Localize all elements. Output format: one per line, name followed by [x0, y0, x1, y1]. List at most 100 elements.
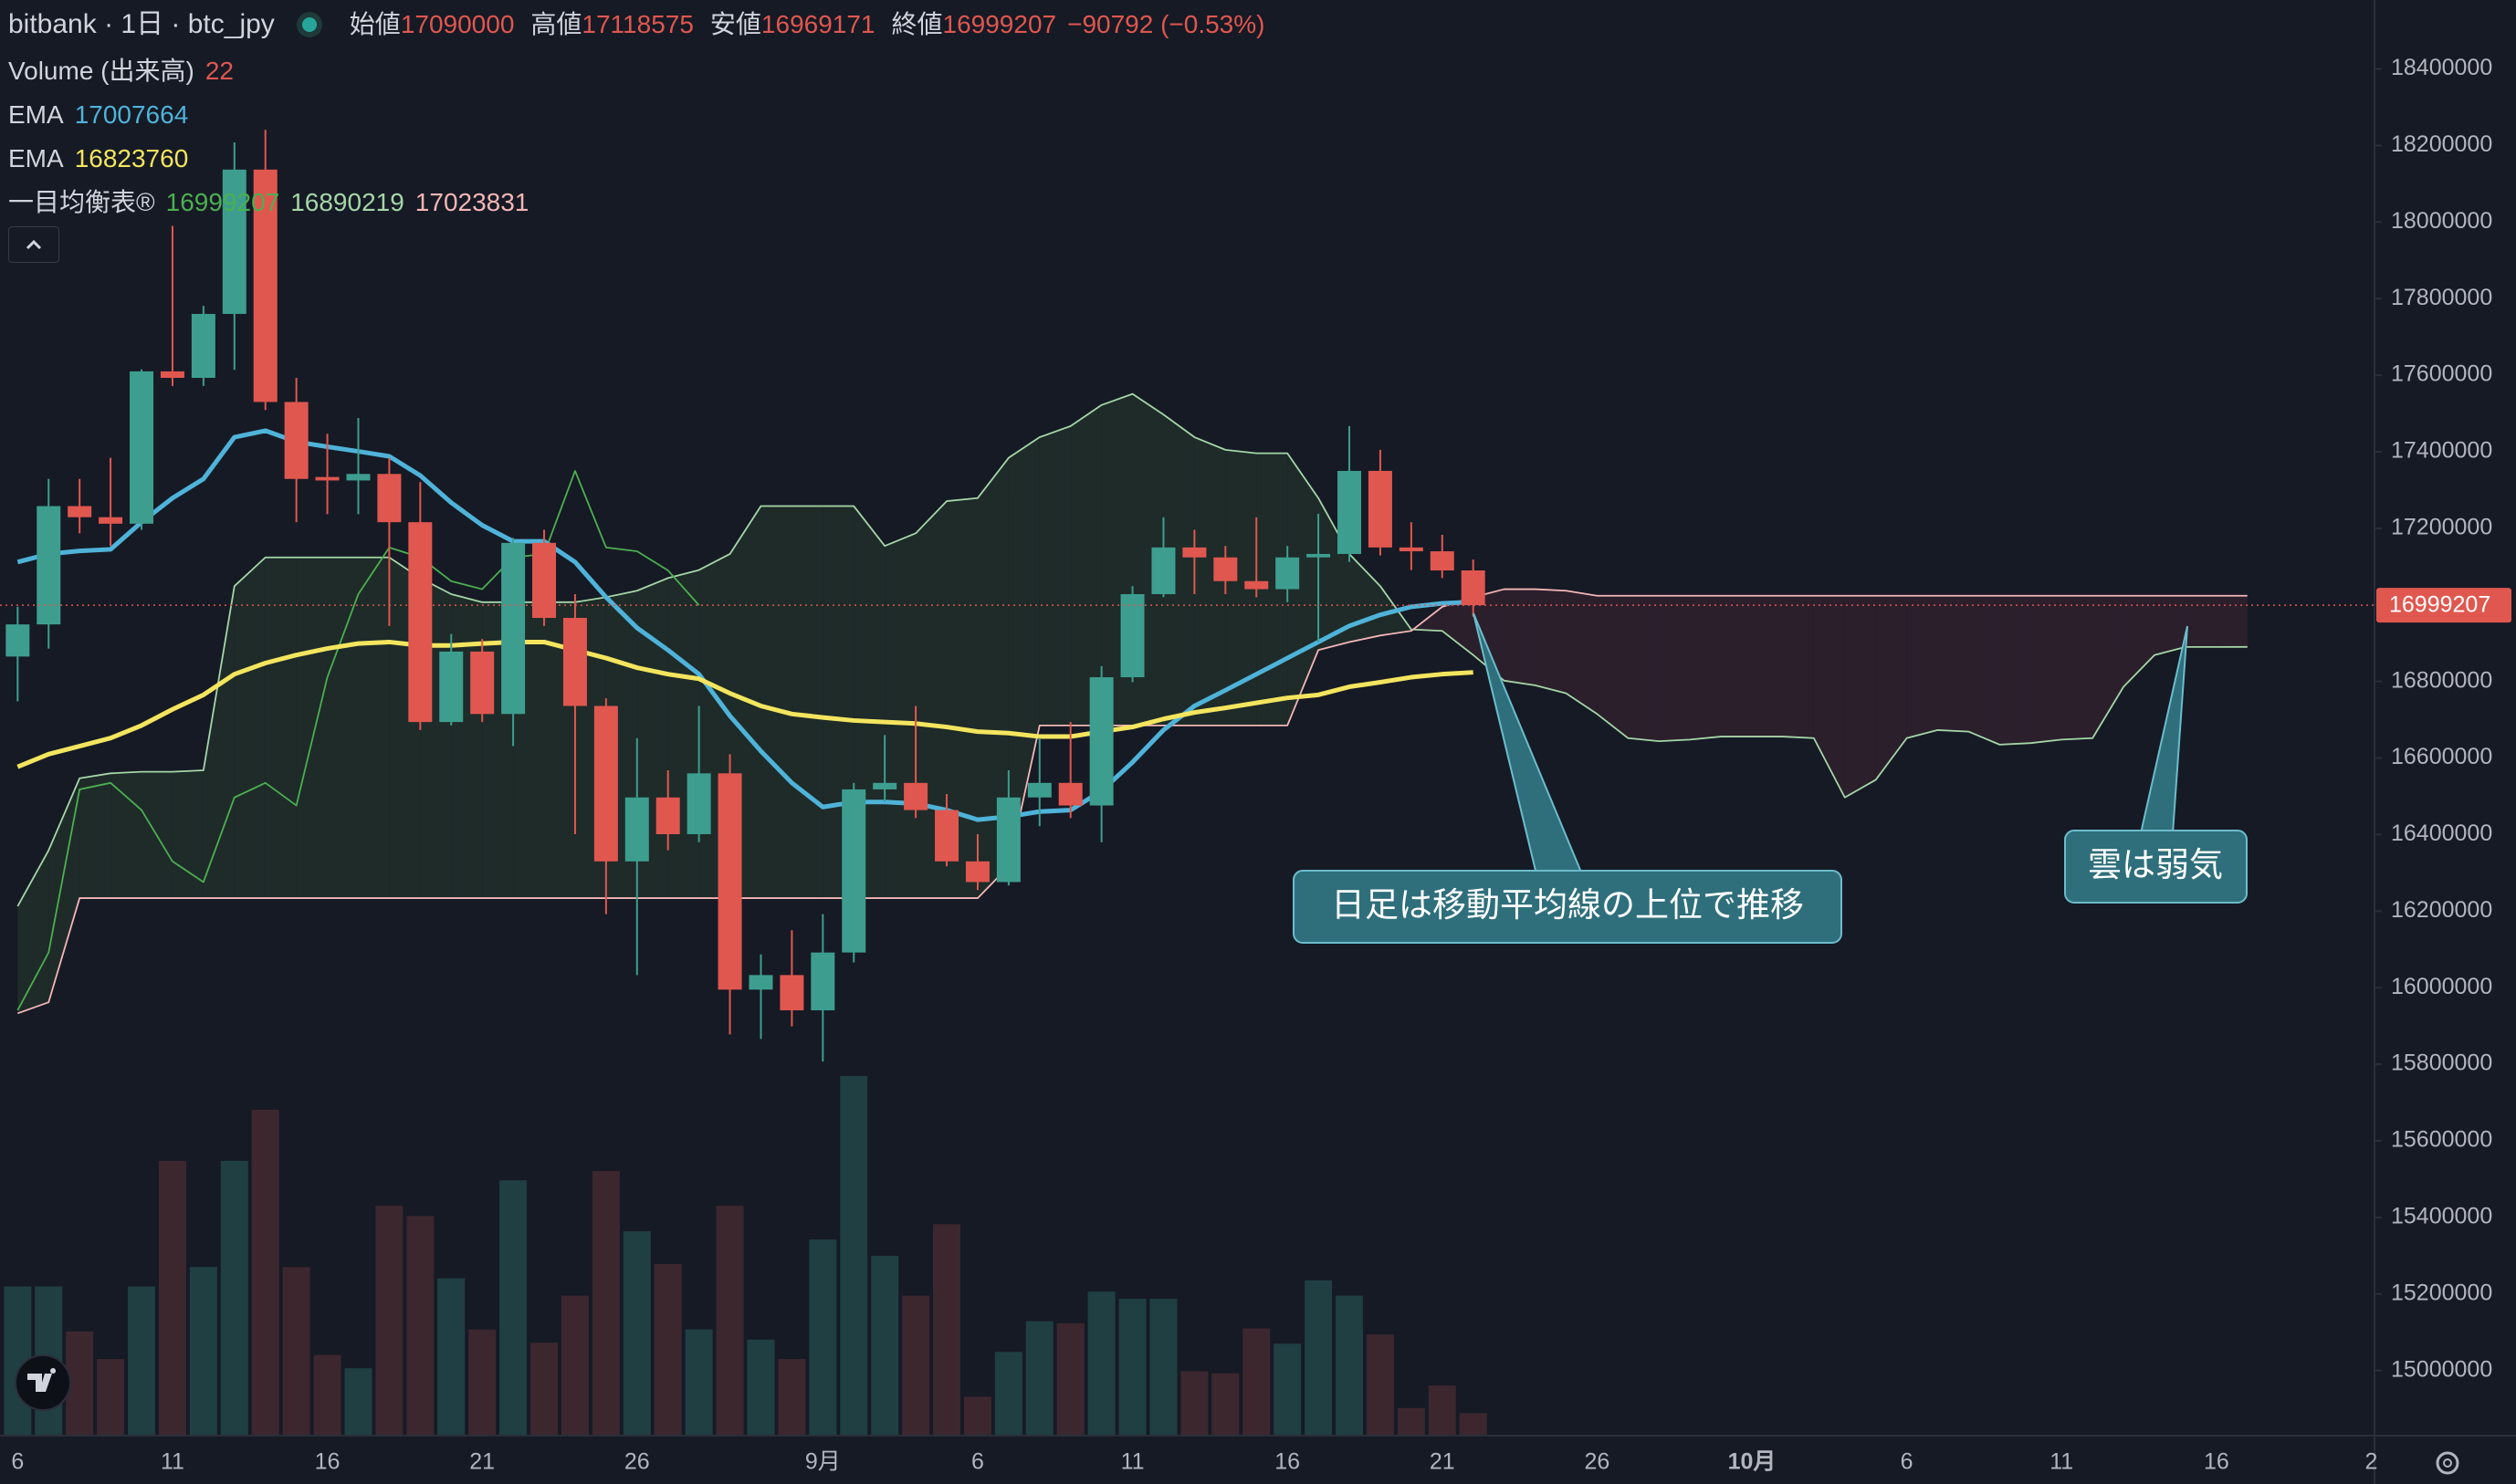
cloud — [1566, 590, 1598, 715]
candle-body — [130, 371, 154, 524]
candle-body — [749, 975, 773, 990]
candle-body — [1213, 557, 1238, 581]
cloud — [1163, 414, 1195, 726]
cloud — [1194, 437, 1226, 726]
y-tick-label: 15200000 — [2391, 1280, 2492, 1305]
settings-icon[interactable] — [2436, 1451, 2459, 1475]
y-tick-label: 17600000 — [2391, 361, 2492, 387]
ohlc-label: 安値 — [709, 10, 761, 38]
legend-row[interactable]: EMA 16823760 — [8, 137, 1264, 181]
cloud — [1690, 595, 1722, 740]
x-tick-label: 6 — [971, 1449, 984, 1475]
x-tick-label: 21 — [1430, 1449, 1455, 1475]
volume-bar — [468, 1329, 497, 1436]
indicator-name: EMA — [8, 144, 64, 172]
volume-bar — [406, 1216, 435, 1436]
y-tick-label: 16000000 — [2391, 974, 2492, 999]
cloud — [1999, 595, 2031, 745]
cloud — [17, 850, 49, 1014]
cloud — [2061, 595, 2093, 740]
volume-bar — [747, 1339, 775, 1436]
volume-bar — [778, 1359, 806, 1436]
ema-line — [16, 428, 1473, 822]
y-tick-label: 15800000 — [2391, 1050, 2492, 1076]
volume-bar — [623, 1231, 651, 1436]
x-tick-label: 21 — [469, 1449, 495, 1475]
cloud — [1256, 453, 1288, 726]
collapse-button[interactable] — [8, 226, 59, 263]
cloud — [1721, 595, 1753, 737]
cloud — [1597, 595, 1629, 738]
collapse-icon[interactable] — [9, 227, 58, 262]
volume-bar — [902, 1295, 930, 1436]
volume-bar — [1118, 1299, 1147, 1436]
indicator-name: EMA — [8, 100, 64, 129]
y-tick-label: 16600000 — [2391, 744, 2492, 769]
cloud — [1441, 597, 1473, 655]
annotations: 日足は移動平均線の上位で推移 雲は弱気 — [1293, 612, 2248, 944]
lagging-span-line — [16, 470, 700, 1011]
cloud — [265, 557, 297, 899]
volume-bar — [128, 1286, 156, 1436]
candle-body — [1244, 580, 1269, 590]
y-tick-label: 16200000 — [2391, 897, 2492, 923]
y-tick-label: 15000000 — [2391, 1356, 2492, 1382]
candle-body — [315, 476, 340, 481]
volume-bar — [1274, 1343, 1302, 1436]
cloud — [1937, 595, 1969, 732]
volume-bar — [1149, 1299, 1178, 1436]
volume-bar — [1366, 1334, 1394, 1436]
x-tick-label: 6 — [1901, 1449, 1913, 1475]
cloud — [2030, 595, 2062, 744]
candle-body — [439, 651, 464, 723]
volume-bar — [344, 1368, 372, 1436]
cloud — [1318, 497, 1350, 651]
cloud — [1287, 453, 1319, 726]
legend-row[interactable]: EMA 17007664 — [8, 93, 1264, 137]
volume-bar — [1056, 1322, 1085, 1436]
last-price-label: 16999207 — [2389, 592, 2490, 618]
ohlc-value: 16999207 — [942, 10, 1057, 38]
cloud — [1782, 595, 1814, 738]
candle-body — [284, 402, 309, 479]
volume-bar — [1242, 1328, 1271, 1436]
y-tick-label: 15400000 — [2391, 1204, 2492, 1229]
volume-bar — [282, 1267, 310, 1436]
volume-bar — [97, 1359, 125, 1436]
x-tick-label: 26 — [1584, 1449, 1609, 1475]
ohlc-item: 始値17090000 — [344, 3, 515, 47]
logo — [15, 1354, 71, 1411]
volume-bar — [1336, 1295, 1364, 1436]
ohlc-label: 始値 — [349, 10, 401, 38]
legend-row[interactable]: 一目均衡表® 16999207 16890219 17023831 — [8, 181, 1264, 225]
ohlc-item: 高値17118575 — [525, 3, 694, 47]
volume-bar — [871, 1256, 899, 1436]
cloud — [2216, 595, 2248, 647]
candle-body — [68, 506, 92, 517]
indicator-value: 17023831 — [414, 188, 529, 216]
candle-body — [160, 371, 184, 379]
ohlc-label: 終値 — [891, 10, 943, 38]
candle-body — [191, 313, 215, 379]
candle-body — [904, 782, 928, 810]
legend-row[interactable]: Volume (出来高) 22 — [8, 49, 1264, 93]
cloud — [1906, 595, 1938, 738]
ema-line — [16, 639, 1473, 769]
cloud — [1659, 595, 1691, 742]
candle-body — [532, 542, 557, 619]
header-row: bitbank · 1日 · btc_jpy 始値17090000 高値1711… — [8, 0, 1264, 49]
candle-body — [470, 651, 495, 715]
gear[interactable] — [2436, 1451, 2459, 1475]
x-tick-label: 16 — [2204, 1449, 2229, 1475]
indicator-name: Volume (出来高) — [8, 57, 194, 85]
candle-body — [408, 522, 433, 723]
volume-bar — [1180, 1371, 1209, 1436]
indicator-name: 一目均衡表® — [8, 188, 155, 216]
candle-body — [1120, 594, 1145, 678]
gear-hub[interactable] — [2443, 1458, 2452, 1468]
volume-bar — [994, 1352, 1022, 1436]
candle-body — [996, 797, 1021, 883]
y-tick-label: 17800000 — [2391, 285, 2492, 310]
change: −90792 (−0.53%) — [1067, 10, 1265, 38]
